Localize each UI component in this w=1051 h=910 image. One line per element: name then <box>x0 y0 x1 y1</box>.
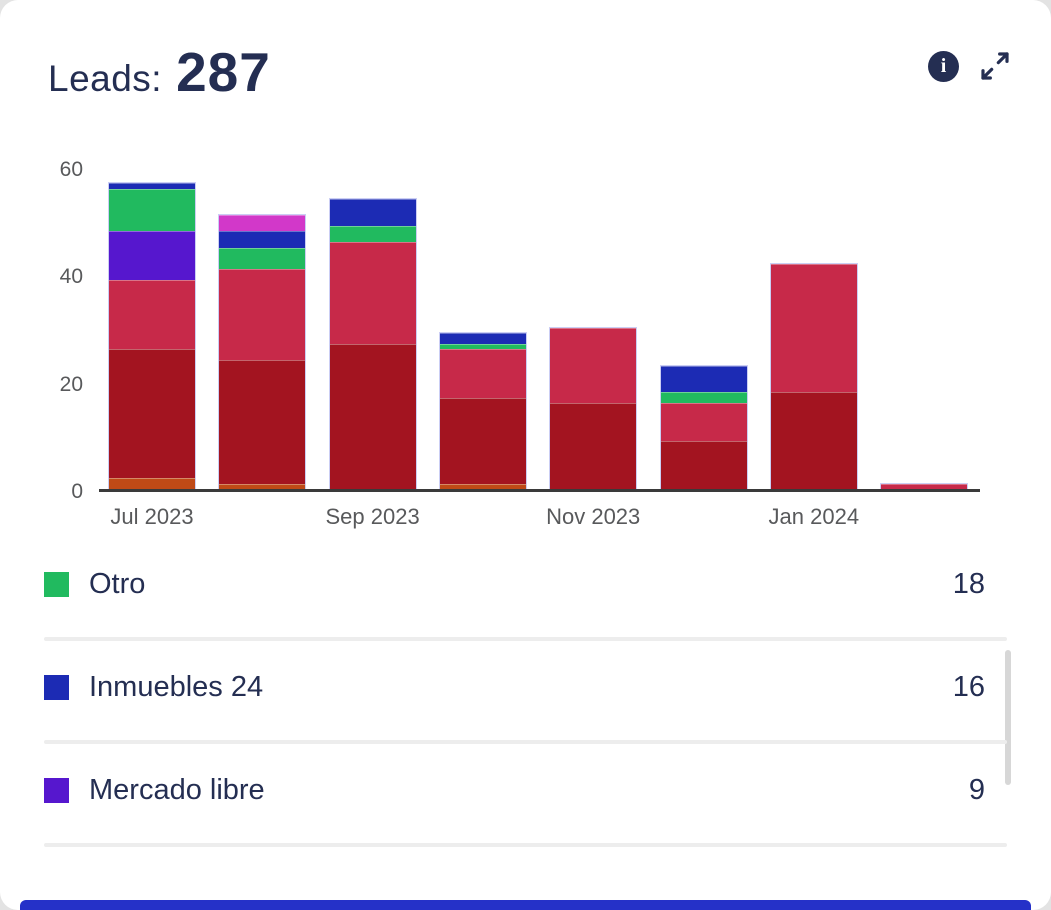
stacked-bar[interactable] <box>880 482 969 489</box>
legend-divider <box>44 843 1007 847</box>
bar-segment-crimson[interactable] <box>550 328 637 404</box>
bar-segment-green[interactable] <box>660 392 747 404</box>
expand-icon[interactable] <box>979 50 1011 82</box>
stacked-bar[interactable] <box>108 182 196 489</box>
bar-segment-dark-red[interactable] <box>770 392 857 489</box>
bar-segment-dark-red[interactable] <box>550 403 637 489</box>
y-axis-tick-label: 60 <box>59 158 83 181</box>
bar-segment-blue[interactable] <box>439 333 526 345</box>
bar-segment-crimson[interactable] <box>881 483 968 489</box>
bar-segment-blue[interactable] <box>329 199 416 227</box>
legend-item-inmuebles-24[interactable]: Inmuebles 24 16 <box>0 641 1051 744</box>
bar-segment-crimson[interactable] <box>660 403 747 441</box>
legend-item-label: Mercado libre <box>89 774 265 806</box>
bar-segment-green[interactable] <box>219 247 306 269</box>
legend-color-swatch <box>44 675 69 700</box>
legend-item-value: 18 <box>952 568 985 600</box>
legend-list: Otro 18 Inmuebles 24 16 Mercado libre 9 <box>0 538 1051 847</box>
bar-segment-dark-red[interactable] <box>109 349 195 479</box>
legend-item-otro[interactable]: Otro 18 <box>0 538 1051 641</box>
bar-segment-dark-red[interactable] <box>329 344 416 489</box>
bottom-peek-bar[interactable] <box>20 900 1031 910</box>
bar-segment-orange[interactable] <box>439 483 526 489</box>
bar-segment-crimson[interactable] <box>770 263 857 393</box>
x-axis-tick-label: Jan 2024 <box>768 504 860 529</box>
legend-item-label: Inmuebles 24 <box>89 671 264 703</box>
stacked-bar[interactable] <box>438 332 527 489</box>
bar-segment-crimson[interactable] <box>219 269 306 361</box>
bar-segment-blue[interactable] <box>660 365 747 393</box>
x-axis-tick-label: Nov 2023 <box>546 504 641 529</box>
bar-segment-crimson[interactable] <box>439 349 526 398</box>
header-icons: i <box>928 40 1011 82</box>
stacked-bar[interactable] <box>218 214 307 489</box>
y-axis-tick-label: 0 <box>71 480 83 503</box>
y-axis-tick-label: 40 <box>59 265 83 289</box>
bar-segment-magenta[interactable] <box>219 215 306 232</box>
legend-scrollbar-thumb[interactable] <box>1005 650 1011 785</box>
legend-color-swatch <box>44 778 69 803</box>
legend-color-swatch <box>44 572 69 597</box>
stacked-bar[interactable] <box>769 262 858 489</box>
stacked-bar[interactable] <box>549 327 638 489</box>
title-label: Leads: <box>48 58 163 99</box>
bar-segment-orange[interactable] <box>109 478 195 489</box>
legend-item-value: 9 <box>968 774 985 806</box>
bar-segment-green[interactable] <box>329 226 416 243</box>
bar-chart-plot: 0 20 40 60 Jul 2023 Sep 2023 Nov 2023 Jan 2024 <box>60 158 980 529</box>
bar-segment-green[interactable] <box>439 344 526 350</box>
bar-segment-crimson[interactable] <box>109 279 195 350</box>
bar-segment-orange[interactable] <box>219 483 306 489</box>
bar-segment-blue[interactable] <box>109 183 195 189</box>
legend-item-mercado-libre[interactable]: Mercado libre 9 <box>0 744 1051 847</box>
bar-segment-crimson[interactable] <box>329 242 416 345</box>
bar-segment-dark-red[interactable] <box>439 397 526 484</box>
legend-item-label: Otro <box>89 568 146 600</box>
bar-segment-blue[interactable] <box>219 231 306 248</box>
legend-item-value: 16 <box>952 671 985 703</box>
leads-total: 287 <box>176 41 271 103</box>
y-axis-tick-label: 20 <box>59 372 83 396</box>
widget-header: Leads: 287 i <box>48 40 1011 104</box>
stacked-bar[interactable] <box>328 198 417 489</box>
x-axis-tick-label: Sep 2023 <box>325 504 420 529</box>
bar-segment-dark-red[interactable] <box>660 440 747 489</box>
legend-divider <box>44 740 1007 744</box>
bar-segment-purple[interactable] <box>109 231 195 280</box>
stacked-bar[interactable] <box>659 364 748 489</box>
legend-divider <box>44 637 1007 641</box>
page-title: Leads: 287 <box>48 40 271 104</box>
bar-segment-green[interactable] <box>109 188 195 232</box>
x-axis-tick-label: Jul 2023 <box>110 504 194 529</box>
bar-segment-dark-red[interactable] <box>219 360 306 484</box>
info-icon[interactable]: i <box>928 50 959 82</box>
